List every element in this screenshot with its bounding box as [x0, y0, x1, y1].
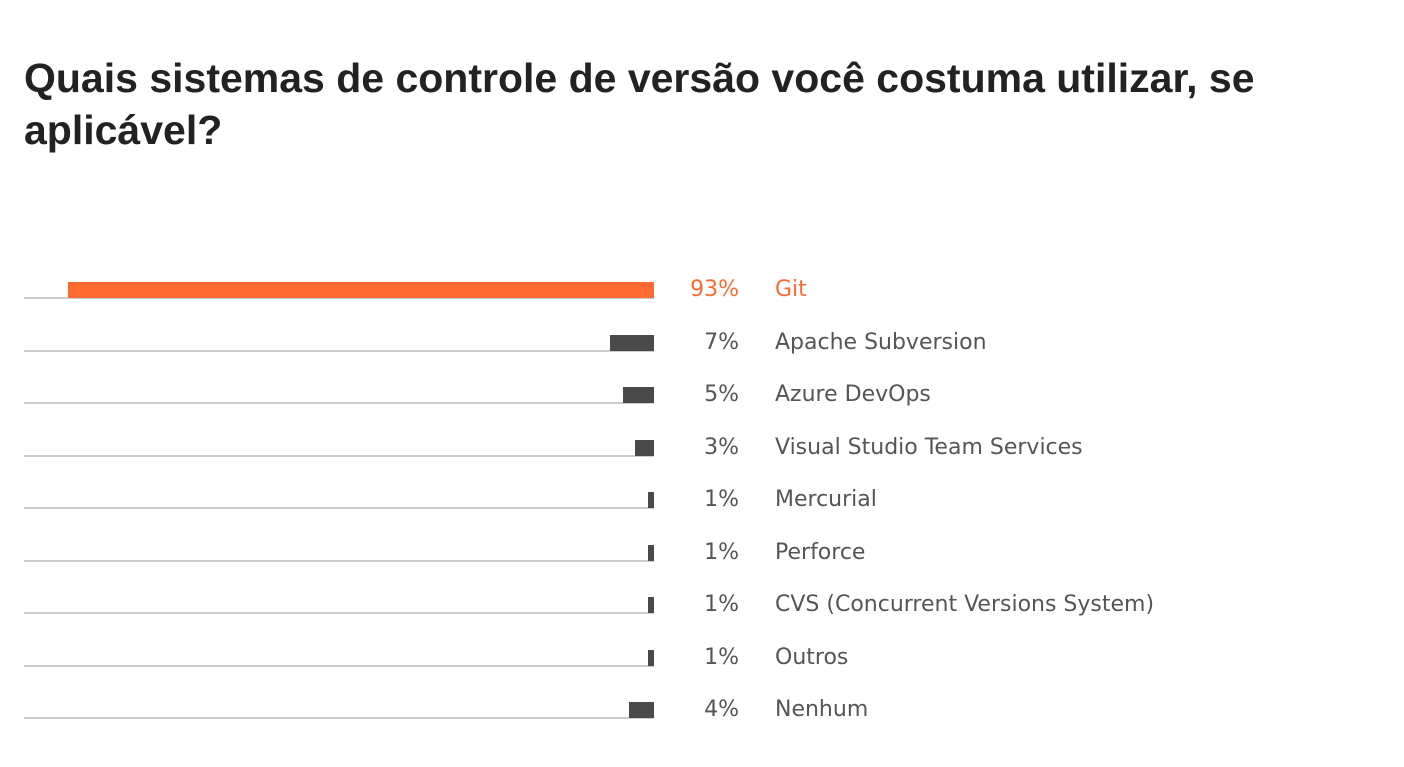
- category-label: Outros: [775, 644, 849, 670]
- bar: [647, 544, 654, 561]
- bar-track: [24, 717, 654, 719]
- category-label: CVS (Concurrent Versions System): [775, 592, 1155, 617]
- bar-track: [24, 612, 654, 614]
- bar: [609, 334, 654, 351]
- category-label: Nenhum: [775, 697, 869, 722]
- category-label: Mercurial: [775, 487, 877, 512]
- category-label: Git: [775, 277, 807, 302]
- value-label: 7%: [704, 329, 739, 355]
- bar-row: 4% Nenhum: [0, 694, 1404, 734]
- bar: [628, 702, 654, 718]
- bar-track: [24, 507, 654, 509]
- bar-track: [24, 664, 654, 667]
- bar-row: 1% CVS (Concurrent Versions System): [0, 589, 1404, 629]
- bar-row: 5% Azure DevOps: [0, 379, 1404, 419]
- bar: [68, 282, 654, 298]
- value-label: 93%: [690, 277, 739, 302]
- category-label: Azure DevOps: [775, 382, 931, 407]
- bar-track: [24, 402, 654, 404]
- value-label: 1%: [704, 644, 739, 670]
- bar: [622, 387, 654, 403]
- bar: [635, 439, 654, 456]
- value-label: 3%: [704, 434, 739, 460]
- bar-row: 3% Visual Studio Team Services: [0, 432, 1404, 472]
- bar-track: [24, 454, 654, 457]
- bar-track: [24, 559, 654, 562]
- value-label: 4%: [704, 697, 739, 722]
- bar-row: 93% Git: [0, 274, 1404, 314]
- bar-row: 1% Perforce: [0, 537, 1404, 577]
- bar-track: [24, 297, 654, 299]
- category-label: Apache Subversion: [775, 329, 987, 355]
- value-label: 1%: [704, 487, 739, 512]
- category-label: Perforce: [775, 539, 866, 565]
- value-label: 1%: [704, 592, 739, 617]
- bar-track: [24, 349, 654, 352]
- category-label: Visual Studio Team Services: [775, 434, 1083, 460]
- chart-title: Quais sistemas de controle de versão voc…: [24, 55, 1255, 153]
- bar: [647, 597, 654, 613]
- bar: [647, 492, 654, 508]
- bar-row: 1% Outros: [0, 642, 1404, 682]
- bar-row: 7% Apache Subversion: [0, 327, 1404, 367]
- bar-row: 1% Mercurial: [0, 484, 1404, 524]
- bar: [647, 649, 654, 666]
- value-label: 5%: [704, 382, 739, 407]
- value-label: 1%: [704, 539, 739, 565]
